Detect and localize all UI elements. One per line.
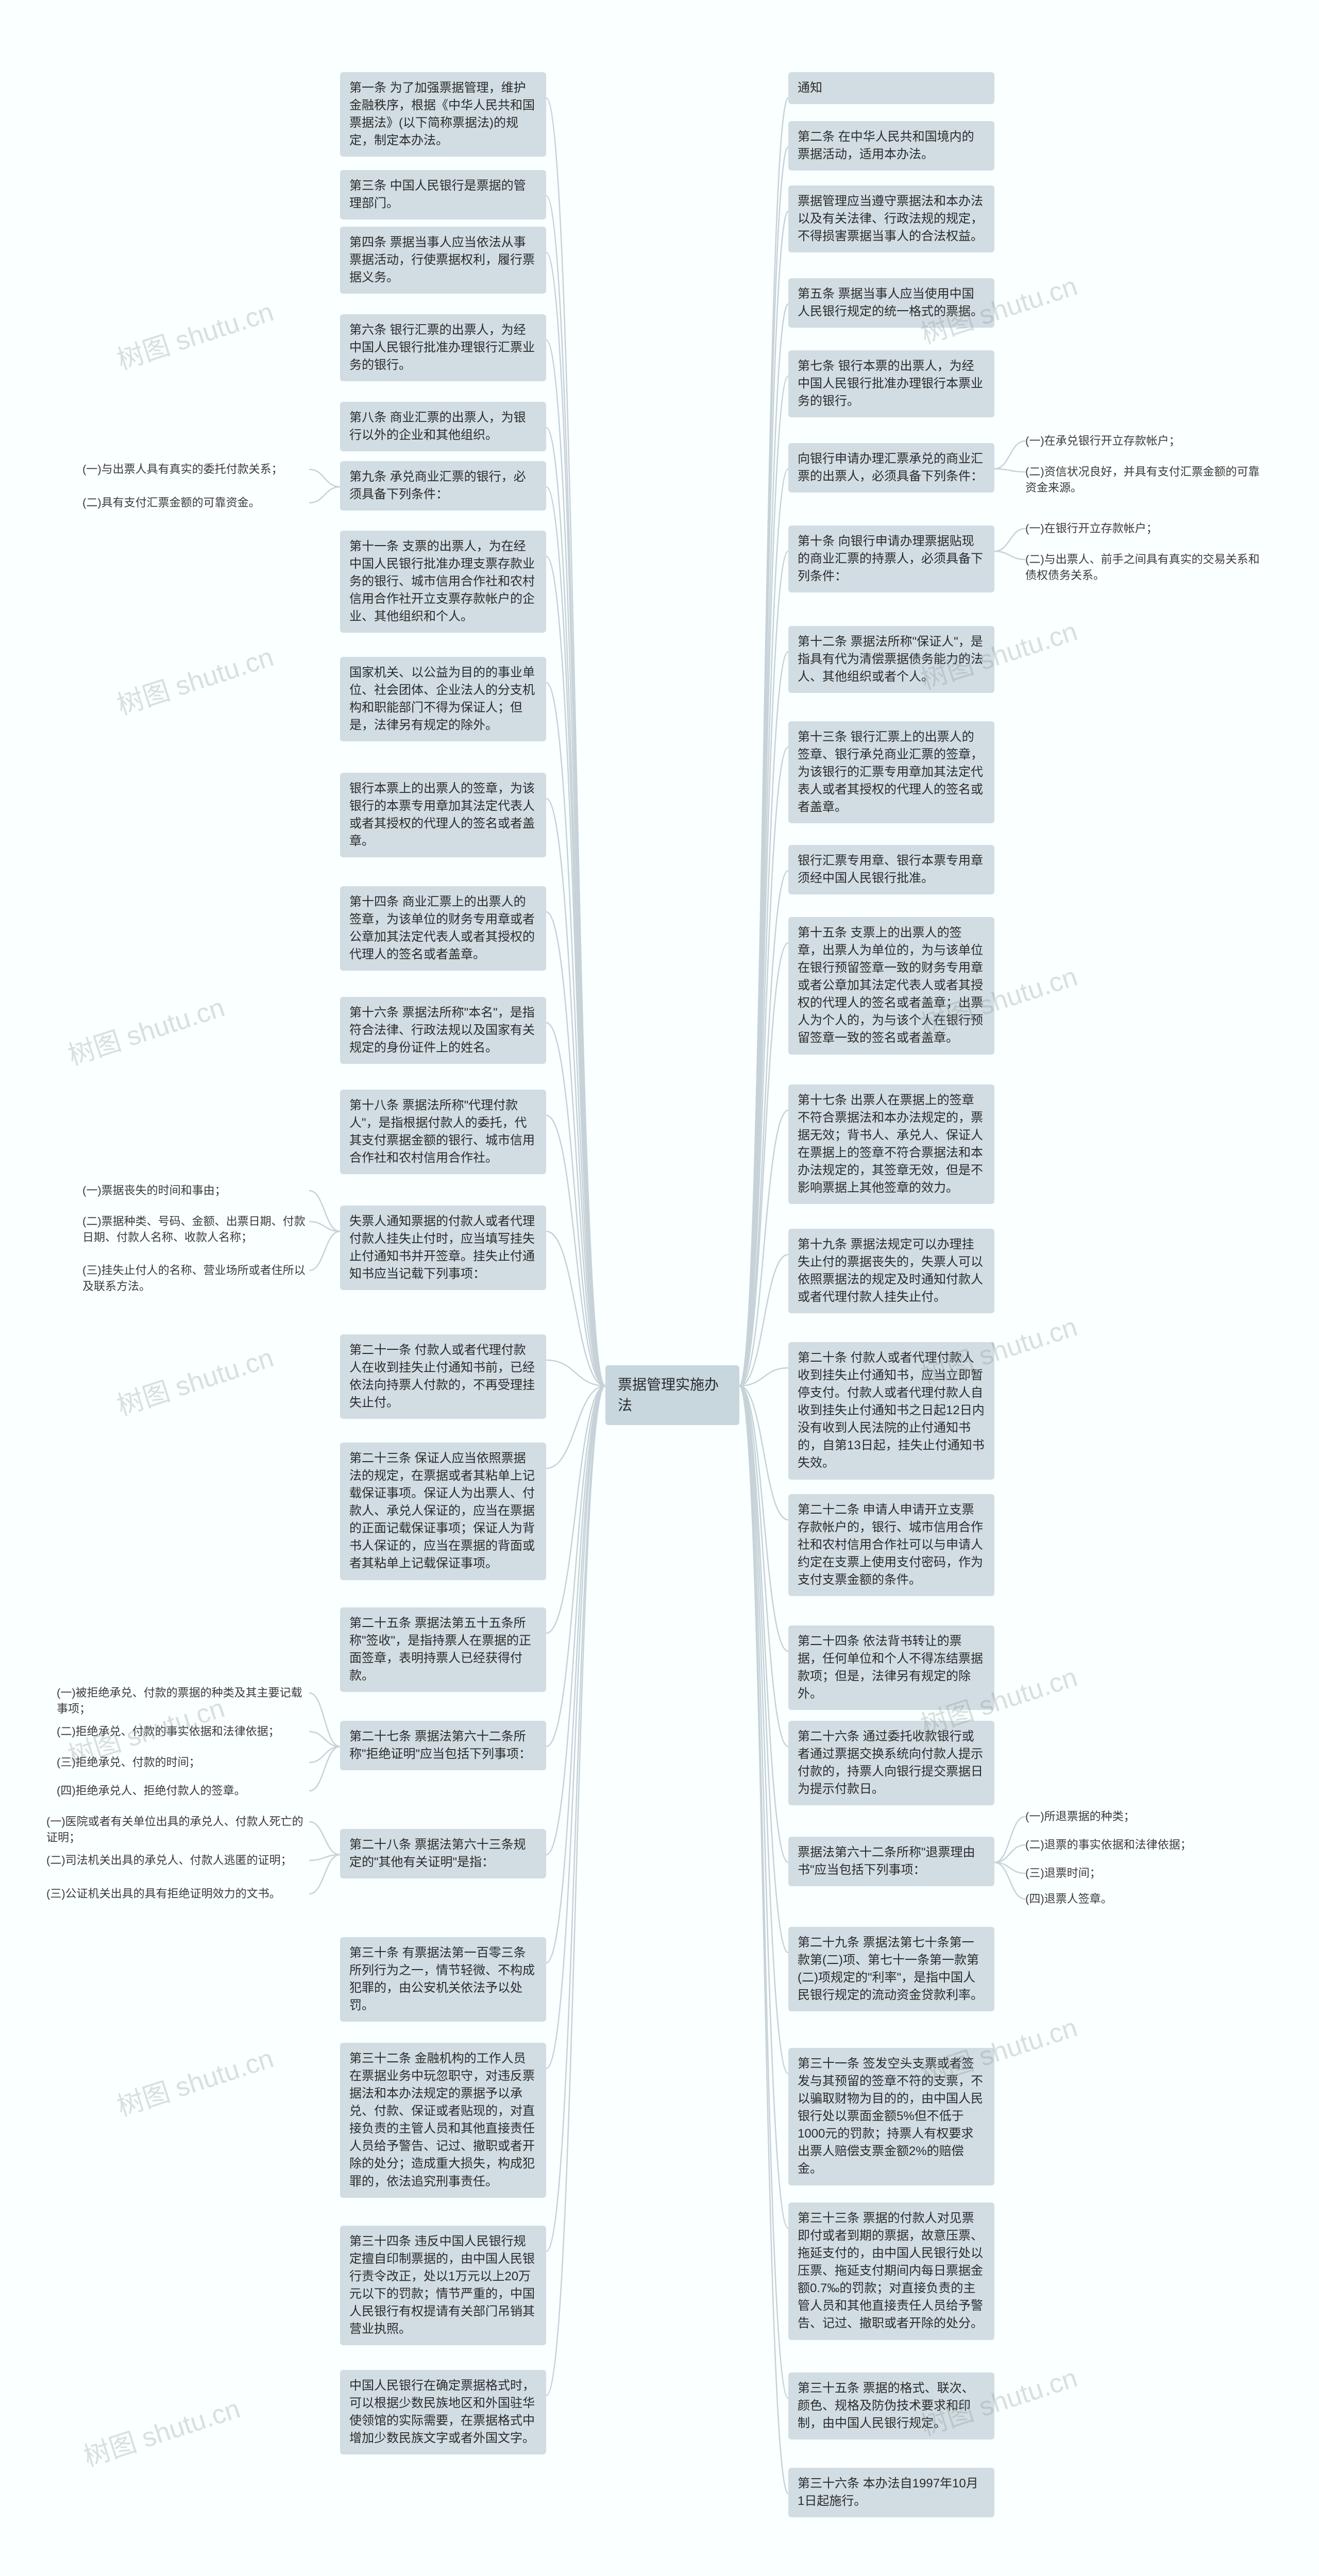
right-leaf-6-1: (二)与出票人、前手之间具有真实的交易关系和债权债务关系。 xyxy=(1025,551,1262,583)
left-leaf-16-1: (二)拒绝承兑、付款的事实依据和法律依据； xyxy=(57,1723,309,1739)
left-node-11: 第十八条 票据法所称"代理付款人"，是指根据付款人的委托，代其支付票据金额的银行… xyxy=(340,1090,546,1174)
left-leaf-16-3: (四)拒绝承兑人、拒绝付款人的签章。 xyxy=(57,1783,309,1799)
right-node-9: 银行汇票专用章、银行本票专用章须经中国人民银行批准。 xyxy=(788,845,994,894)
right-node-7: 第十二条 票据法所称"保证人"，是指具有代为清偿票据债务能力的法人、其他组织或者… xyxy=(788,626,994,693)
left-leaf-17-2: (三)公证机关出具的具有拒绝证明效力的文书。 xyxy=(46,1886,309,1902)
right-node-12: 第十九条 票据法规定可以办理挂失止付的票据丧失的，失票人可以依照票据法的规定及时… xyxy=(788,1229,994,1313)
right-node-20: 第三十三条 票据的付款人对见票即付或者到期的票据，故意压票、拖延支付的，由中国人… xyxy=(788,2202,994,2340)
right-leaf-17-2: (三)退票时间； xyxy=(1025,1865,1252,1881)
left-node-12: 失票人通知票据的付款人或者代理付款人挂失止付时，应当填写挂失止付通知书并开签章。… xyxy=(340,1206,546,1290)
right-node-19: 第三十一条 签发空头支票或者签发与其预留的签章不符的支票，不以骗取财物为目的的，… xyxy=(788,2048,994,2185)
left-node-7: 国家机关、以公益为目的的事业单位、社会团体、企业法人的分支机构和职能部门不得为保… xyxy=(340,657,546,741)
left-leaf-17-0: (一)医院或者有关单位出具的承兑人、付款人死亡的证明； xyxy=(46,1814,309,1845)
right-node-13: 第二十条 付款人或者代理付款人收到挂失止付通知书，应当立即暂停支付。付款人或者代… xyxy=(788,1342,994,1480)
left-node-3: 第六条 银行汇票的出票人，为经中国人民银行批准办理银行汇票业务的银行。 xyxy=(340,314,546,381)
right-node-17: 票据法第六十二条所称"退票理由书"应当包括下列事项： xyxy=(788,1837,994,1886)
left-node-2: 第四条 票据当事人应当依法从事票据活动，行使票据权利，履行票据义务。 xyxy=(340,227,546,294)
left-node-21: 中国人民银行在确定票据格式时，可以根据少数民族地区和外国驻华使领馆的实际需要，在… xyxy=(340,2370,546,2454)
left-leaf-12-1: (二)票据种类、号码、金额、出票日期、付款日期、付款人名称、收款人名称； xyxy=(82,1213,309,1245)
left-node-20: 第三十四条 违反中国人民银行规定擅自印制票据的，由中国人民银行责令改正，处以1万… xyxy=(340,2226,546,2345)
right-leaf-6-0: (一)在银行开立存款帐户； xyxy=(1025,520,1252,536)
right-leaf-17-0: (一)所退票据的种类； xyxy=(1025,1808,1252,1824)
center-node: 票据管理实施办法 xyxy=(605,1365,739,1425)
right-node-3: 第五条 票据当事人应当使用中国人民银行规定的统一格式的票据。 xyxy=(788,278,994,328)
left-node-13: 第二十一条 付款人或者代理付款人在收到挂失止付通知书前，已经依法向持票人付款的，… xyxy=(340,1334,546,1419)
left-leaf-12-0: (一)票据丧失的时间和事由； xyxy=(82,1182,309,1198)
right-node-4: 第七条 银行本票的出票人，为经中国人民银行批准办理银行本票业务的银行。 xyxy=(788,350,994,417)
left-node-5: 第九条 承兑商业汇票的银行，必须具备下列条件： xyxy=(340,461,546,511)
right-leaf-17-1: (二)退票的事实依据和法律依据； xyxy=(1025,1837,1252,1853)
left-node-17: 第二十八条 票据法第六十三条规定的"其他有关证明"是指： xyxy=(340,1829,546,1878)
right-node-21: 第三十五条 票据的格式、联次、颜色、规格及防伪技术要求和印制，由中国人民银行规定… xyxy=(788,2372,994,2439)
left-node-0: 第一条 为了加强票据管理，维护金融秩序，根据《中华人民共和国票据法》(以下简称票… xyxy=(340,72,546,157)
right-node-8: 第十三条 银行汇票上的出票人的签章、银行承兑商业汇票的签章，为该银行的汇票专用章… xyxy=(788,721,994,823)
right-node-2: 票据管理应当遵守票据法和本办法以及有关法律、行政法规的规定，不得损害票据当事人的… xyxy=(788,185,994,252)
right-node-16: 第二十六条 通过委托收款银行或者通过票据交换系统向付款人提示付款的，持票人向银行… xyxy=(788,1721,994,1805)
right-leaf-5-1: (二)资信状况良好，并具有支付汇票金额的可靠资金来源。 xyxy=(1025,464,1262,496)
left-node-19: 第三十二条 金融机构的工作人员在票据业务中玩忽职守，对违反票据法和本办法规定的票… xyxy=(340,2043,546,2198)
left-node-10: 第十六条 票据法所称"本名"，是指符合法律、行政法规以及国家有关规定的身份证件上… xyxy=(340,997,546,1064)
left-node-6: 第十一条 支票的出票人，为在经中国人民银行批准办理支票存款业务的银行、城市信用合… xyxy=(340,531,546,633)
right-leaf-17-3: (四)退票人签章。 xyxy=(1025,1891,1252,1907)
left-node-8: 银行本票上的出票人的签章，为该银行的本票专用章加其法定代表人或者其授权的代理人的… xyxy=(340,773,546,857)
right-node-22: 第三十六条 本办法自1997年10月1日起施行。 xyxy=(788,2468,994,2517)
left-node-9: 第十四条 商业汇票上的出票人的签章，为该单位的财务专用章或者公章加其法定代表人或… xyxy=(340,886,546,971)
left-leaf-16-2: (三)拒绝承兑、付款的时间； xyxy=(57,1754,309,1770)
left-leaf-17-1: (二)司法机关出具的承兑人、付款人逃匿的证明； xyxy=(46,1852,309,1868)
left-leaf-5-1: (二)具有支付汇票金额的可靠资金。 xyxy=(82,495,309,511)
left-node-1: 第三条 中国人民银行是票据的管理部门。 xyxy=(340,170,546,219)
right-node-14: 第二十二条 申请人申请开立支票存款帐户的，银行、城市信用合作社和农村信用合作社可… xyxy=(788,1494,994,1596)
right-node-0: 通知 xyxy=(788,72,994,104)
right-node-5: 向银行申请办理汇票承兑的商业汇票的出票人，必须具备下列条件： xyxy=(788,443,994,493)
right-node-18: 第二十九条 票据法第七十条第一款第(二)项、第七十一条第一款第(二)项规定的"利… xyxy=(788,1927,994,2011)
left-node-15: 第二十五条 票据法第五十五条所称"签收"，是指持票人在票据的正面签章，表明持票人… xyxy=(340,1607,546,1692)
left-node-16: 第二十七条 票据法第六十二条所称"拒绝证明"应当包括下列事项： xyxy=(340,1721,546,1770)
left-node-4: 第八条 商业汇票的出票人，为银行以外的企业和其他组织。 xyxy=(340,402,546,451)
right-node-1: 第二条 在中华人民共和国境内的票据活动，适用本办法。 xyxy=(788,121,994,171)
right-node-15: 第二十四条 依法背书转让的票据，任何单位和个人不得冻结票据款项；但是，法律另有规… xyxy=(788,1625,994,1710)
right-node-11: 第十七条 出票人在票据上的签章不符合票据法和本办法规定的，票据无效；背书人、承兑… xyxy=(788,1084,994,1204)
left-leaf-12-2: (三)挂失止付人的名称、营业场所或者住所以及联系方法。 xyxy=(82,1262,309,1294)
left-node-18: 第三十条 有票据法第一百零三条所列行为之一，情节轻微、不构成犯罪的，由公安机关依… xyxy=(340,1937,546,2022)
right-node-6: 第十条 向银行申请办理票据贴现的商业汇票的持票人，必须具备下列条件： xyxy=(788,526,994,592)
left-leaf-16-0: (一)被拒绝承兑、付款的票据的种类及其主要记载事项； xyxy=(57,1685,309,1717)
left-leaf-5-0: (一)与出票人具有真实的委托付款关系； xyxy=(82,461,309,477)
right-node-10: 第十五条 支票上的出票人的签章，出票人为单位的，为与该单位在银行预留签章一致的财… xyxy=(788,917,994,1055)
left-node-14: 第二十三条 保证人应当依照票据法的规定，在票据或者其粘单上记载保证事项。保证人为… xyxy=(340,1443,546,1580)
right-leaf-5-0: (一)在承兑银行开立存款帐户； xyxy=(1025,433,1252,449)
